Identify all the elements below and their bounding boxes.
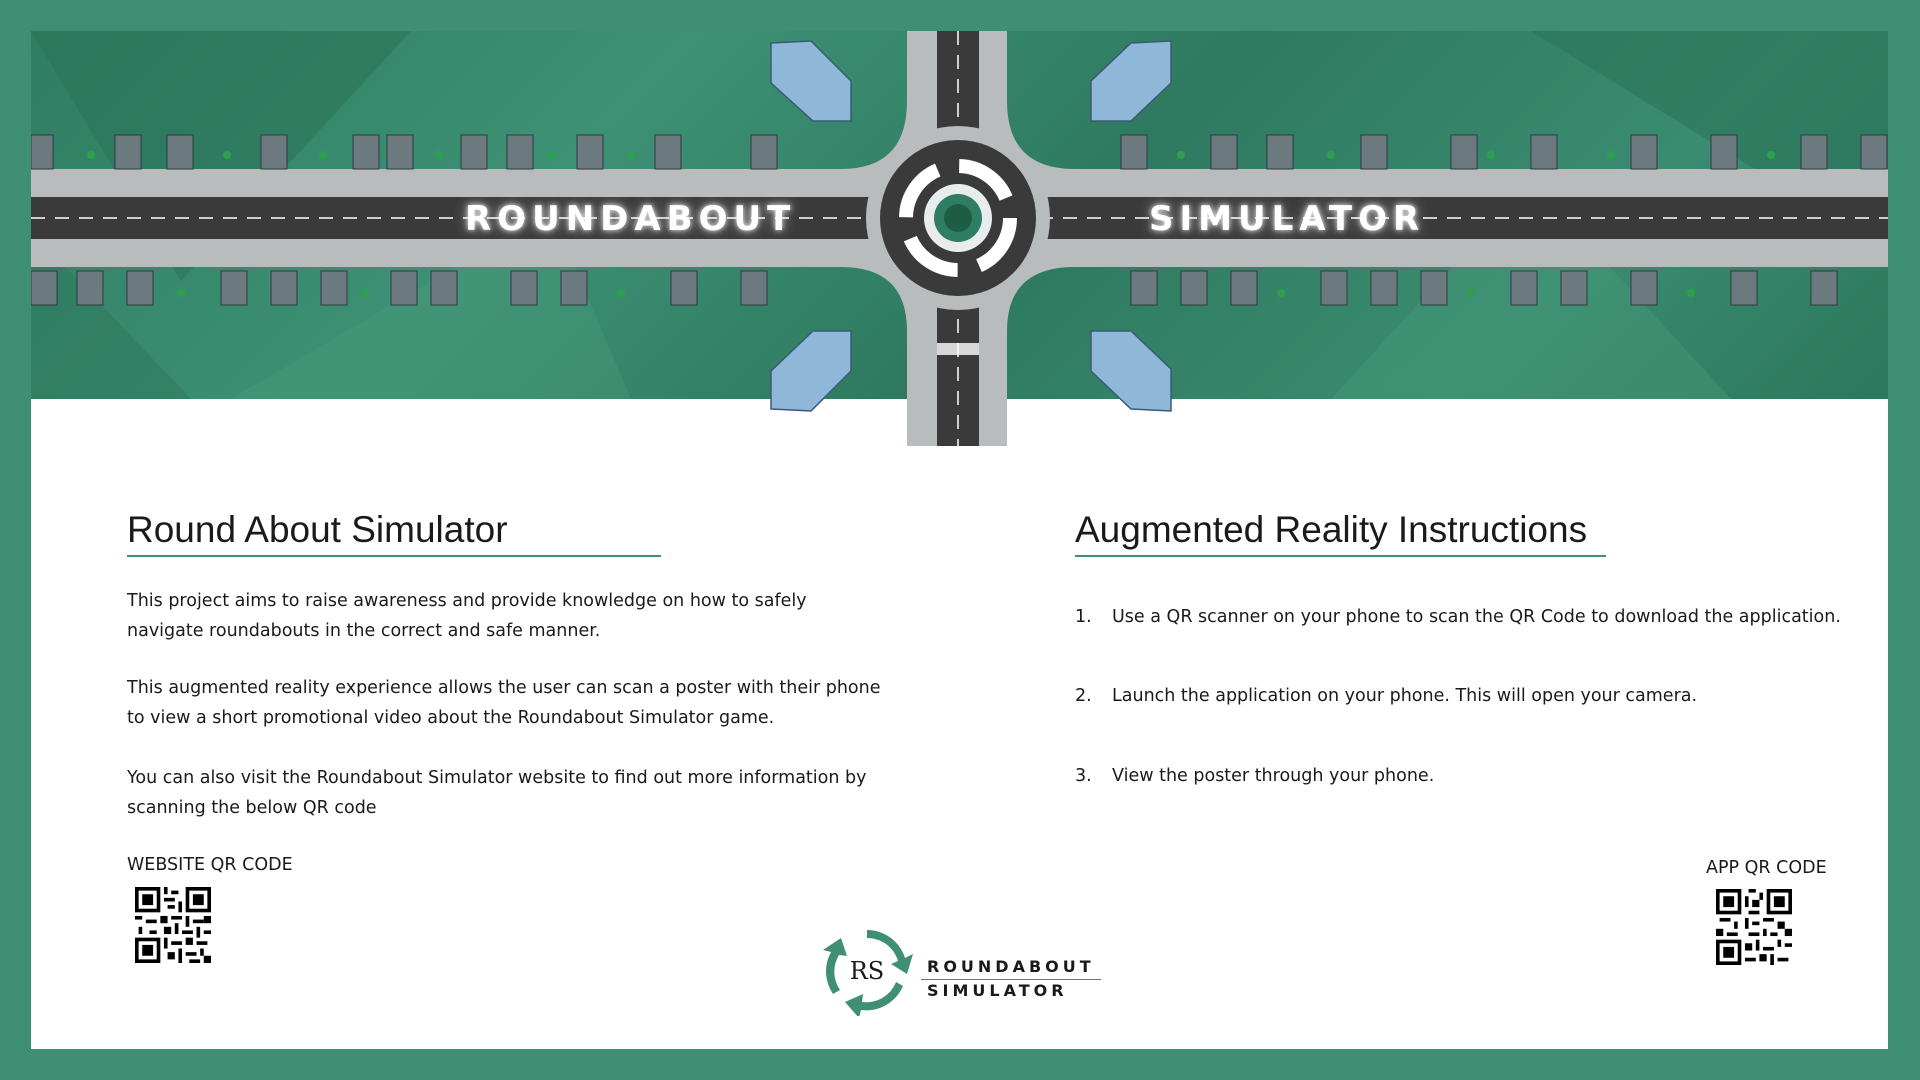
step-text: View the poster through your phone.	[1112, 766, 1435, 786]
instructions-heading: Augmented Reality Instructions	[1075, 509, 1606, 557]
about-heading: Round About Simulator	[127, 509, 661, 557]
hero-banner: ROUNDABOUT SIMULATOR	[31, 31, 1888, 446]
step-text: Use a QR scanner on your phone to scan t…	[1112, 607, 1841, 627]
recycle-arrows-logo-icon: RS	[823, 930, 913, 1018]
logo-line-2: SIMULATOR	[927, 981, 1068, 1000]
about-paragraph-1: This project aims to raise awareness and…	[127, 591, 807, 641]
logo-divider	[921, 979, 1101, 980]
step-number: 2.	[1075, 686, 1092, 706]
banner-title-left: ROUNDABOUT	[465, 199, 797, 239]
about-paragraph-3: You can also visit the Roundabout Simula…	[127, 768, 867, 818]
step-number: 1.	[1075, 607, 1092, 627]
app-qr-code-icon[interactable]	[1716, 889, 1792, 965]
logo-line-1: ROUNDABOUT	[927, 957, 1095, 976]
step-text: Launch the application on your phone. Th…	[1112, 686, 1698, 706]
step-number: 3.	[1075, 766, 1092, 786]
logo-monogram: RS	[850, 957, 885, 985]
banner-title-right: SIMULATOR	[1149, 199, 1426, 239]
website-qr-label: WEBSITE QR CODE	[127, 855, 293, 875]
roundabout-simulator-logo: RS ROUNDABOUT SIMULATOR	[821, 924, 1101, 1020]
poster: ROUNDABOUT SIMULATOR Round About Simulat…	[31, 31, 1888, 1049]
about-paragraph-2: This augmented reality experience allows…	[127, 678, 881, 728]
app-qr-label: APP QR CODE	[1706, 858, 1827, 878]
roundabout-scene-illustration	[31, 31, 1888, 446]
website-qr-code-icon[interactable]	[135, 887, 211, 963]
